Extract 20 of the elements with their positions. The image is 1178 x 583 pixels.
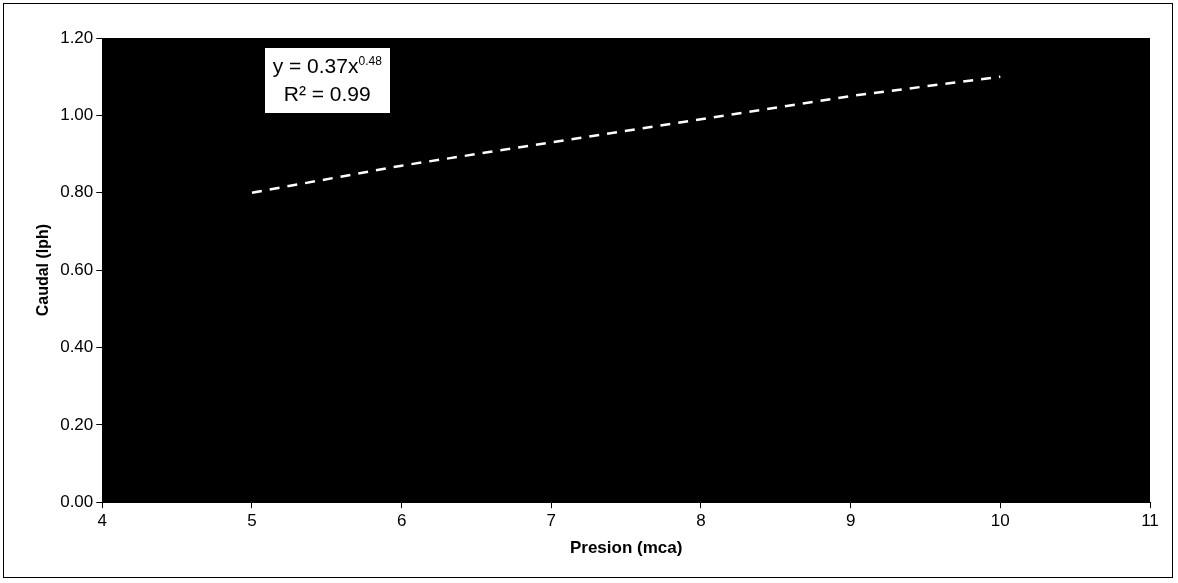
y-tick-label: 1.00 [60,105,94,125]
x-tick-label: 10 [990,511,1010,531]
x-tick-label: 4 [97,511,108,531]
x-axis-title: Presion (mca) [569,538,683,558]
x-tick-label: 5 [247,511,257,531]
x-tick-label: 11 [1141,511,1159,531]
x-tick-label: 6 [396,511,407,531]
y-tick-label: 0.80 [60,182,94,202]
annotation: y = 0.37x$^{0.48}$ [272,53,382,79]
y-tick-label: 0.20 [60,414,94,434]
annotation: R² = 0.99 [282,81,372,108]
line-series [250,75,1002,194]
x-tick-label: 9 [845,511,856,531]
y-axis-title: Caudal (lph) [34,223,52,317]
x-tick-label: 8 [696,511,706,531]
y-tick-label: 0.60 [60,259,94,279]
y-tick-label: 1.20 [60,27,94,47]
x-tick-label: 7 [546,511,557,531]
y-tick-label: 0.00 [60,491,94,511]
y-tick-label: 0.40 [60,337,94,357]
